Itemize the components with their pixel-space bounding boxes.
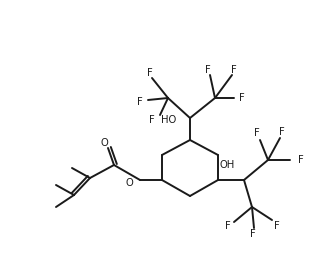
Text: F: F [298,155,304,165]
Text: F: F [274,221,280,231]
Text: O: O [125,178,133,188]
Text: F: F [149,115,155,125]
Text: F: F [137,97,143,107]
Text: F: F [147,68,153,78]
Text: HO: HO [161,115,176,125]
Text: OH: OH [220,160,235,170]
Text: F: F [254,128,260,138]
Text: F: F [239,93,245,103]
Text: O: O [100,138,108,148]
Text: F: F [231,65,237,75]
Text: F: F [225,221,231,231]
Text: F: F [205,65,211,75]
Text: F: F [279,127,285,137]
Text: F: F [250,229,256,239]
